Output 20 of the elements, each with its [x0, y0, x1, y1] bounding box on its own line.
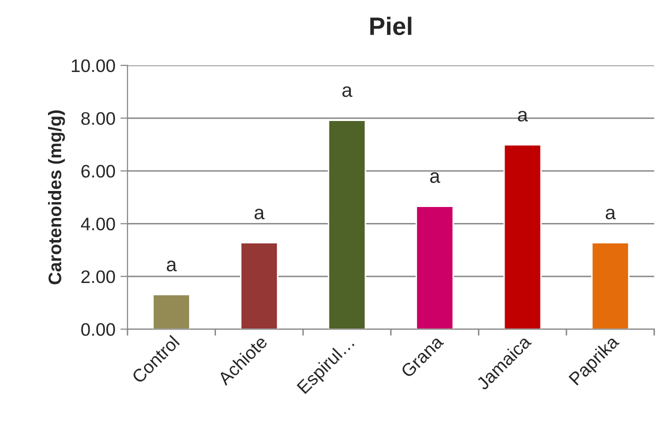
y-tick-label: 2.00 [81, 270, 115, 284]
annotation: a [342, 86, 352, 97]
y-tick-label: 10.00 [72, 59, 115, 72]
bar [328, 120, 366, 330]
bar [240, 242, 278, 330]
annotation: a [518, 110, 528, 122]
bar [591, 242, 630, 330]
y-tick-label: 6.00 [81, 164, 115, 178]
bar [152, 294, 191, 330]
bar [503, 144, 542, 330]
annotation: a [166, 260, 177, 272]
y-tick-label: 0.00 [81, 323, 115, 336]
y-axis-title: Carotenoides (mg/g) [48, 110, 65, 284]
annotation: a [430, 172, 440, 183]
y-tick-label: 8.00 [81, 112, 115, 125]
annotation: a [606, 208, 616, 220]
y-tick-label: 4.00 [80, 218, 115, 230]
annotation: a [254, 208, 265, 220]
chart-title: Piel [370, 16, 412, 36]
bar [416, 206, 454, 330]
